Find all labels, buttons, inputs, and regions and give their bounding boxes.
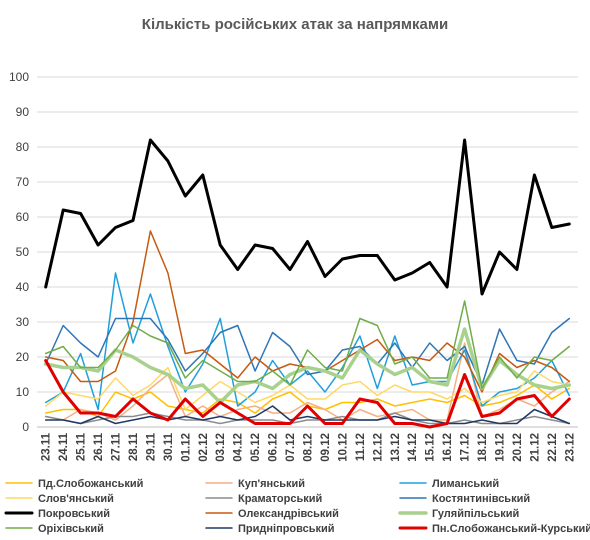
y-tick-label: 50 — [16, 245, 30, 259]
y-tick-label: 60 — [16, 210, 30, 224]
series-line-11 — [44, 405, 571, 425]
y-axis: 0 10 20 30 40 50 60 70 80 90 100 — [9, 70, 29, 434]
y-tick-label: 100 — [9, 70, 29, 84]
legend-label: Пн.Слобожанський-Курський — [432, 523, 590, 535]
legend-label: Слов'янський — [38, 493, 114, 505]
x-tick-label: 05.12 — [250, 433, 262, 462]
series-line-3 — [44, 272, 571, 411]
x-tick-label: 29.11 — [145, 432, 157, 461]
x-tick-label: 30.11 — [163, 432, 175, 461]
legend-label: Пд.Слобожанський — [38, 478, 143, 490]
y-tick-label: 20 — [16, 350, 30, 364]
legend-label: Костянтинівський — [432, 493, 530, 505]
x-tick-label: 27.11 — [111, 432, 123, 461]
x-tick-label: 11.12 — [355, 433, 367, 461]
y-tick-label: 40 — [16, 280, 30, 294]
legend-label: Краматорський — [238, 493, 322, 505]
x-tick-label: 16.12 — [442, 433, 454, 462]
y-tick-label: 70 — [16, 175, 30, 189]
chart-title: Кількість російських атак за напрямками — [142, 16, 448, 33]
x-tick-label: 23.12 — [564, 433, 576, 462]
x-tick-label: 10.12 — [337, 433, 349, 462]
x-tick-label: 13.12 — [390, 433, 402, 462]
x-tick-label: 18.12 — [477, 433, 489, 462]
series-line-4 — [44, 366, 571, 411]
legend-label: Куп'янський — [238, 478, 305, 490]
x-tick-label: 25.11 — [76, 432, 88, 461]
legend: Пд.Слобожанський Куп'янський Лиманський Сло… — [4, 478, 590, 535]
x-tick-label: 28.11 — [128, 432, 140, 461]
legend-label: Олександрівський — [238, 508, 339, 520]
series-line-10 — [44, 300, 571, 390]
x-tick-label: 02.12 — [198, 433, 210, 462]
legend-label: Придніпровський — [238, 523, 335, 535]
x-tick-label: 03.12 — [215, 433, 227, 462]
legend-label: Оріхівський — [38, 523, 104, 535]
x-tick-label: 07.12 — [285, 433, 297, 462]
y-tick-label: 30 — [16, 315, 30, 329]
x-tick-label: 01.12 — [180, 433, 192, 462]
series-line-12 — [44, 359, 571, 429]
x-tick-label: 09.12 — [320, 433, 332, 462]
x-tick-label: 15.12 — [425, 433, 437, 462]
x-tick-label: 20.12 — [512, 433, 524, 462]
x-tick-label: 17.12 — [460, 433, 472, 462]
x-tick-label: 22.12 — [547, 433, 559, 462]
x-tick-label: 21.12 — [529, 433, 541, 462]
x-axis: 23.11 24.11 25.11 26.11 27.11 28.11 29.11 30.11… — [41, 432, 577, 461]
x-tick-label: 23.11 — [41, 432, 53, 461]
legend-label: Лиманський — [432, 478, 499, 490]
gridlines — [37, 76, 578, 428]
y-tick-label: 80 — [16, 140, 30, 154]
series-line-5 — [44, 412, 571, 425]
x-tick-label: 19.12 — [494, 433, 506, 462]
series-lines — [43, 138, 572, 429]
y-tick-label: 90 — [16, 105, 30, 119]
x-tick-label: 08.12 — [303, 433, 315, 462]
x-tick-label: 12.12 — [372, 433, 384, 462]
y-tick-label: 0 — [22, 420, 29, 434]
legend-label: Гуляйпільський — [432, 508, 519, 520]
x-tick-label: 04.12 — [233, 433, 245, 462]
x-tick-label: 26.11 — [93, 432, 105, 461]
x-tick-label: 14.12 — [407, 433, 419, 462]
x-tick-label: 24.11 — [58, 432, 70, 461]
x-tick-label: 06.12 — [268, 433, 280, 462]
y-tick-label: 10 — [16, 385, 30, 399]
series-line-7 — [44, 138, 571, 296]
legend-label: Покровський — [38, 508, 110, 520]
